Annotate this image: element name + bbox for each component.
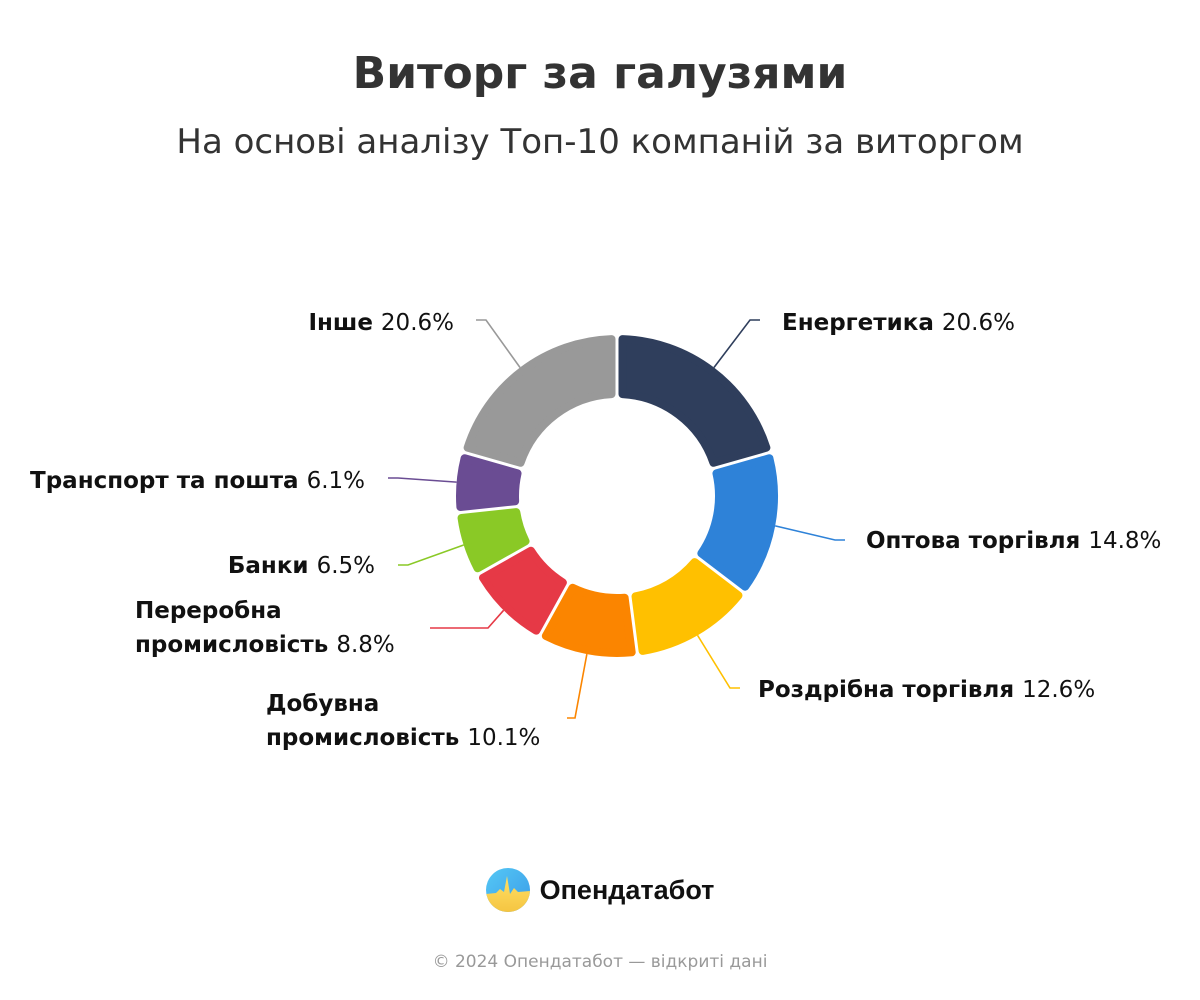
leader-line-4 xyxy=(430,609,505,629)
slice-value: 14.8% xyxy=(1088,528,1161,554)
donut-slice-3 xyxy=(541,583,636,657)
slice-name: промисловість xyxy=(135,632,336,658)
chart-subtitle: На основі аналізу Топ-10 компаній за вит… xyxy=(176,122,1024,162)
slice-value: 10.1% xyxy=(467,725,540,751)
slice-label-7: Інше 20.6% xyxy=(308,310,454,336)
slice-value: 20.6% xyxy=(381,310,454,336)
leader-line-3 xyxy=(567,654,588,719)
donut-slice-0 xyxy=(618,335,771,467)
opendatabot-logo-icon xyxy=(485,868,530,912)
leader-line-6 xyxy=(388,477,457,483)
slice-label-0: Енергетика 20.6% xyxy=(782,310,1015,336)
slice-label-4: Переробна промисловість 8.8% xyxy=(135,598,395,658)
slice-name: Добувна xyxy=(266,691,379,717)
donut-slice-2 xyxy=(631,558,743,655)
slice-name: Оптова торгівля xyxy=(866,528,1088,554)
slice-name: Переробна xyxy=(135,598,282,624)
slice-label-6: Транспорт та пошта 6.1% xyxy=(30,468,365,494)
chart-title: Виторг за галузями xyxy=(352,48,848,99)
donut-slice-7 xyxy=(463,335,616,467)
slice-value: 6.5% xyxy=(317,553,375,579)
slice-label-2: Роздрібна торгівля 12.6% xyxy=(758,677,1095,703)
brand-logo: Опендатабот xyxy=(0,868,1200,912)
leader-line-2 xyxy=(696,634,740,689)
slice-value: 8.8% xyxy=(336,632,394,658)
slice-value: 20.6% xyxy=(942,310,1015,336)
slice-label-3: Добувна промисловість 10.1% xyxy=(266,691,540,751)
leader-line-0 xyxy=(713,319,760,368)
leader-line-1 xyxy=(775,525,845,541)
slice-value: 12.6% xyxy=(1022,677,1095,703)
leader-line-5 xyxy=(398,544,464,566)
slice-name: Роздрібна торгівля xyxy=(758,677,1022,703)
slice-name: Інше xyxy=(308,310,380,336)
donut-slice-1 xyxy=(697,454,778,591)
slice-label-5: Банки 6.5% xyxy=(228,553,375,579)
slice-name: Банки xyxy=(228,553,317,579)
donut-slice-6 xyxy=(456,454,522,511)
donut-slice-4 xyxy=(479,546,567,635)
slice-name: Транспорт та пошта xyxy=(30,468,307,494)
slice-label-1: Оптова торгівля 14.8% xyxy=(866,528,1161,554)
slice-value: 6.1% xyxy=(307,468,365,494)
slice-name: промисловість xyxy=(266,725,467,751)
brand-name: Опендатабот xyxy=(539,874,715,905)
leader-line-7 xyxy=(476,319,521,368)
donut-slice-5 xyxy=(457,508,530,573)
footer-copyright: © 2024 Опендатабот — відкриті дані xyxy=(432,952,768,972)
slice-name: Енергетика xyxy=(782,310,942,336)
